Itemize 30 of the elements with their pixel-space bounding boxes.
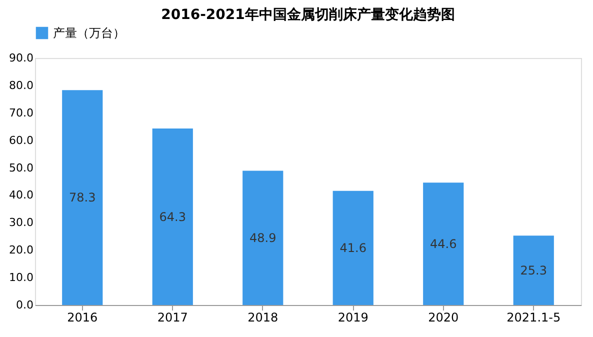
data-label: 78.3: [69, 190, 96, 205]
bar: [62, 90, 103, 305]
data-label: 44.6: [430, 236, 457, 251]
x-tick-label: 2019: [338, 310, 368, 324]
bar: [152, 128, 193, 305]
y-tick-label: 70.0: [9, 106, 34, 120]
y-tick-label: 50.0: [9, 161, 34, 174]
y-tick-label: 90.0: [9, 52, 34, 64]
x-tick-label: 2016: [67, 310, 98, 324]
y-tick-label: 20.0: [9, 244, 34, 257]
data-label: 48.9: [250, 230, 276, 245]
y-tick-label: 40.0: [9, 188, 34, 202]
data-label: 64.3: [159, 210, 186, 224]
chart-title: 2016-2021年中国金属切削床产量变化趋势图: [161, 6, 455, 23]
bar: [332, 190, 374, 305]
x-tick-label: 2018: [248, 310, 278, 324]
y-tick-label: 60.0: [9, 134, 34, 147]
data-label: 25.3: [520, 263, 547, 278]
x-tick-label: 2020: [428, 310, 459, 324]
y-tick-label: 80.0: [9, 78, 34, 92]
legend-label: 产量（万台）: [53, 26, 125, 40]
bar: [242, 170, 284, 305]
bar: [513, 236, 554, 305]
data-label: 41.6: [340, 240, 366, 255]
bar: [423, 182, 464, 305]
y-tick-label: 30.0: [9, 216, 34, 230]
x-tick-label: 2021.1-5: [506, 310, 561, 324]
y-tick-label: 0.0: [16, 298, 34, 312]
x-tick-label: 2017: [157, 310, 188, 324]
y-tick-label: 10.0: [9, 271, 34, 284]
